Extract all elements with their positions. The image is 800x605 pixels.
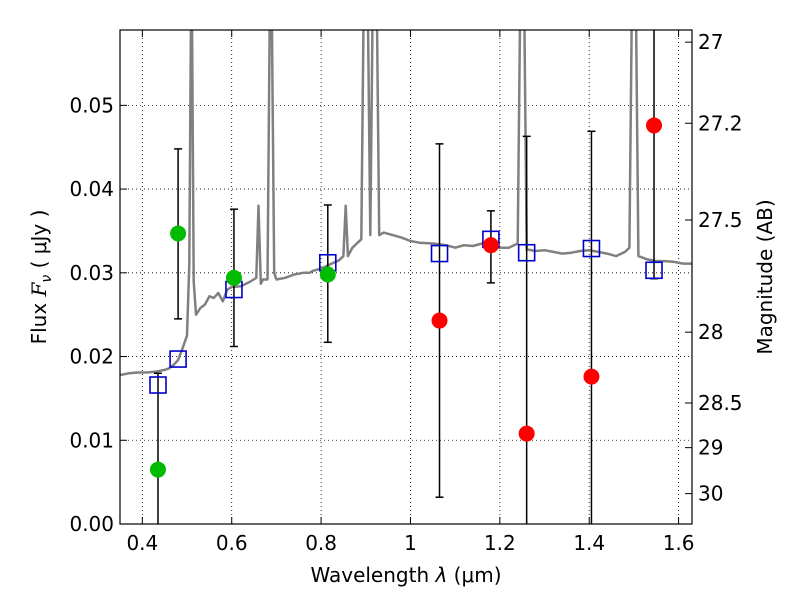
blue-square-point bbox=[430, 244, 449, 263]
green-data-point bbox=[319, 266, 336, 283]
right-tick-label: 27.2 bbox=[698, 111, 743, 135]
x-tick-label: 0.4 bbox=[126, 531, 158, 555]
spectrum-line bbox=[120, 30, 692, 377]
y-axis-title-right: Magnitude (AB) bbox=[753, 199, 777, 354]
y-tick-label: 0.04 bbox=[69, 177, 114, 201]
green-data-point bbox=[149, 461, 166, 478]
blue-square-point bbox=[149, 376, 167, 394]
y-tick-label: 0.00 bbox=[69, 512, 114, 536]
red-data-point bbox=[431, 312, 448, 329]
x-tick-label: 1.6 bbox=[663, 531, 695, 555]
red-data-point bbox=[583, 368, 600, 385]
plot-frame bbox=[119, 29, 693, 525]
grid bbox=[120, 30, 692, 525]
plot-area bbox=[120, 30, 692, 524]
right-tick-label: 30 bbox=[698, 482, 723, 506]
blue-square-point bbox=[517, 243, 536, 262]
red-data-point bbox=[646, 117, 663, 134]
right-tick-label: 27 bbox=[698, 30, 723, 54]
y-axis-title-left: Flux Fν ( μJy ) bbox=[27, 210, 55, 345]
right-tick-label: 28 bbox=[698, 320, 723, 344]
right-tick-label: 29 bbox=[698, 436, 723, 460]
blue-square-point bbox=[645, 261, 663, 280]
x-tick-label: 0.6 bbox=[216, 531, 248, 555]
red-data-point bbox=[482, 237, 499, 254]
green-data-point bbox=[225, 269, 242, 286]
x-axis-title: Wavelength λ (μm) bbox=[310, 563, 501, 587]
axes: 0.4 0.6 0.8 1 1.2 1.4 1.6 0.00 0.01 0.02 0.03 0.04 0… bbox=[69, 30, 743, 555]
x-tick-label: 1.2 bbox=[484, 531, 516, 555]
right-tick-label: 27.5 bbox=[698, 208, 743, 232]
y-tick-label: 0.05 bbox=[69, 93, 114, 117]
x-tick-label: 1.4 bbox=[573, 531, 605, 555]
y-tick-label: 0.02 bbox=[69, 345, 114, 369]
y-tick-label: 0.01 bbox=[69, 428, 114, 452]
right-tick-label: 28.5 bbox=[698, 391, 743, 415]
x-tick-label: 0.8 bbox=[305, 531, 337, 555]
y-tick-label: 0.03 bbox=[69, 261, 114, 285]
red-data-point bbox=[518, 425, 535, 442]
blue-square-point bbox=[169, 350, 187, 368]
blue-square-point bbox=[582, 239, 601, 258]
x-tick-label: 1 bbox=[404, 531, 417, 555]
green-data-point bbox=[170, 225, 187, 242]
